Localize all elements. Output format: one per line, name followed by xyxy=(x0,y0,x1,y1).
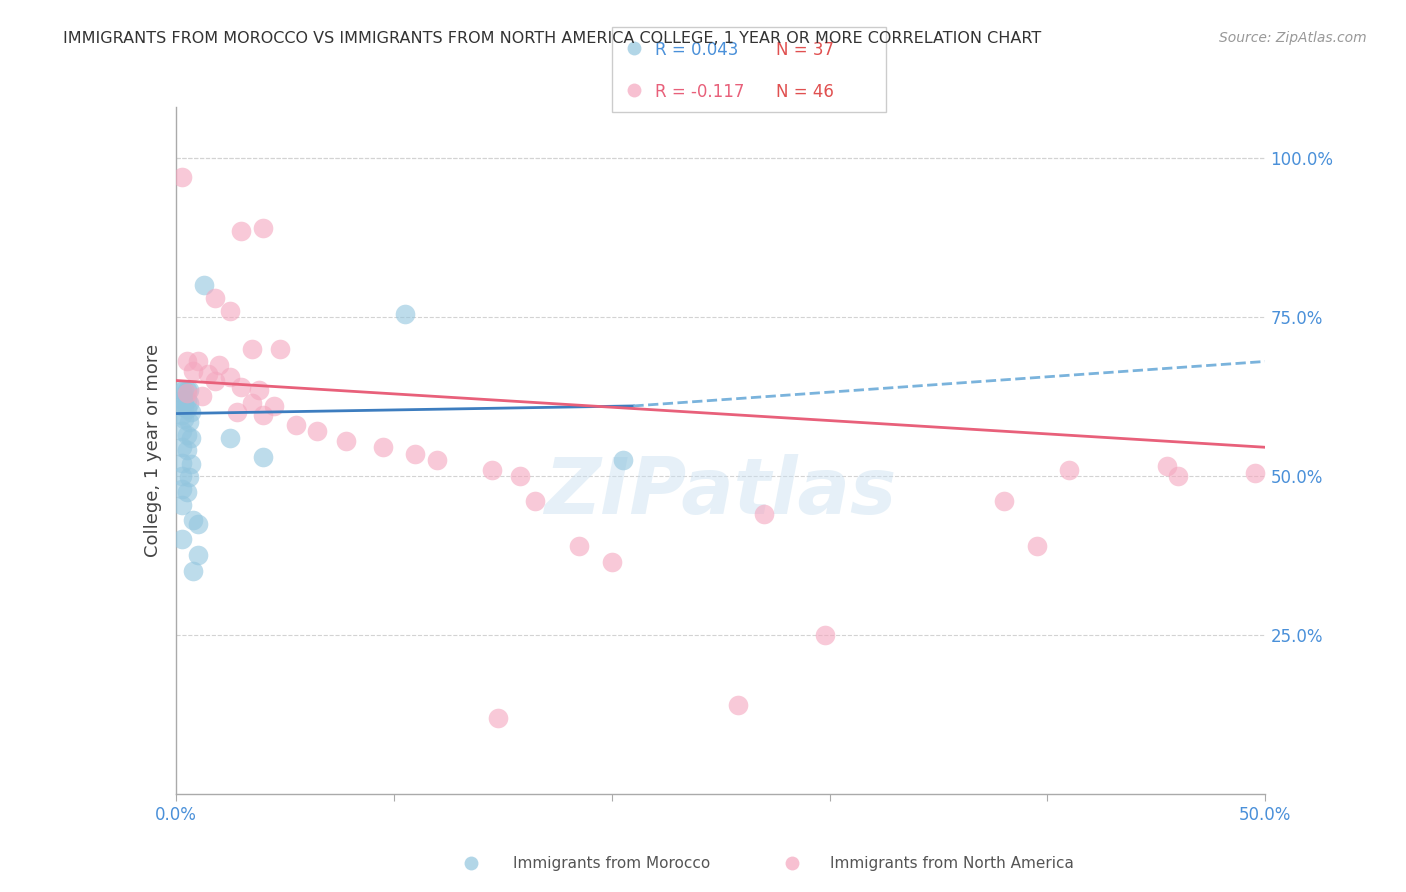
Point xyxy=(252,409,274,423)
Point xyxy=(193,278,215,293)
Point xyxy=(186,354,209,368)
Point xyxy=(176,402,198,417)
Text: N = 37: N = 37 xyxy=(776,41,834,59)
Point xyxy=(623,41,645,55)
Point xyxy=(177,396,200,410)
Point xyxy=(172,440,194,454)
Text: IMMIGRANTS FROM MOROCCO VS IMMIGRANTS FROM NORTH AMERICA COLLEGE, 1 YEAR OR MORE: IMMIGRANTS FROM MOROCCO VS IMMIGRANTS FR… xyxy=(63,31,1042,46)
Point xyxy=(460,855,482,870)
Point xyxy=(172,498,194,512)
Point xyxy=(173,411,195,425)
Point xyxy=(191,389,214,403)
Point xyxy=(754,507,776,521)
Point xyxy=(219,431,242,445)
Point xyxy=(197,367,219,381)
Point xyxy=(176,484,198,499)
Point xyxy=(172,456,194,470)
Point xyxy=(172,469,194,483)
Point xyxy=(176,427,198,442)
Point xyxy=(181,513,204,527)
Point xyxy=(176,386,198,401)
Point xyxy=(225,405,247,419)
Point xyxy=(269,342,291,356)
Text: Immigrants from North America: Immigrants from North America xyxy=(830,856,1073,871)
Point xyxy=(177,470,200,484)
Y-axis label: College, 1 year or more: College, 1 year or more xyxy=(143,344,162,557)
Point xyxy=(177,415,200,429)
Point xyxy=(524,494,547,508)
Point xyxy=(173,401,195,415)
Text: R = 0.043: R = 0.043 xyxy=(655,41,738,59)
Point xyxy=(509,469,531,483)
Point xyxy=(426,453,449,467)
Point xyxy=(993,494,1015,508)
Text: Source: ZipAtlas.com: Source: ZipAtlas.com xyxy=(1219,31,1367,45)
Text: ZIPatlas: ZIPatlas xyxy=(544,454,897,530)
Point xyxy=(1025,539,1047,553)
Point xyxy=(208,358,231,372)
Point xyxy=(1243,466,1265,480)
Point xyxy=(181,564,204,578)
Point xyxy=(181,364,204,378)
Point xyxy=(176,443,198,458)
Point xyxy=(172,169,194,184)
Point xyxy=(176,354,198,368)
Point xyxy=(240,396,263,410)
Point xyxy=(612,453,634,467)
Point xyxy=(247,383,270,397)
Point xyxy=(252,220,274,235)
Point xyxy=(1156,459,1178,474)
Point xyxy=(186,516,209,531)
Text: Immigrants from Morocco: Immigrants from Morocco xyxy=(513,856,710,871)
Point xyxy=(180,458,202,472)
FancyBboxPatch shape xyxy=(612,27,886,112)
Point xyxy=(263,399,285,413)
Point xyxy=(252,450,274,464)
Point xyxy=(219,370,242,384)
Point xyxy=(172,425,194,439)
Point xyxy=(623,83,645,97)
Text: R = -0.117: R = -0.117 xyxy=(655,83,745,101)
Point xyxy=(231,380,253,394)
Point xyxy=(600,555,623,569)
Point xyxy=(814,628,837,642)
Point xyxy=(486,710,509,724)
Point xyxy=(481,462,503,476)
Point xyxy=(284,417,307,432)
Point xyxy=(180,431,202,445)
Point xyxy=(186,549,209,563)
Point xyxy=(180,405,202,419)
Point xyxy=(727,698,749,712)
Point xyxy=(172,392,194,407)
Point xyxy=(335,434,357,448)
Point xyxy=(177,383,200,397)
Point xyxy=(1167,469,1189,483)
Point xyxy=(568,539,591,553)
Point xyxy=(172,383,194,397)
Point xyxy=(176,383,198,397)
Point xyxy=(173,383,195,397)
Point xyxy=(176,392,198,407)
Point xyxy=(204,374,226,388)
Point xyxy=(231,224,253,238)
Point xyxy=(219,303,242,318)
Point xyxy=(173,392,195,407)
Point xyxy=(204,291,226,305)
Point xyxy=(307,425,329,439)
Point xyxy=(172,409,194,423)
Point xyxy=(240,342,263,356)
Point xyxy=(405,447,427,461)
Point xyxy=(1057,462,1080,476)
Point xyxy=(172,399,194,413)
Text: N = 46: N = 46 xyxy=(776,83,834,101)
Point xyxy=(780,855,803,870)
Point xyxy=(394,307,416,321)
Point xyxy=(172,482,194,496)
Point xyxy=(172,533,194,547)
Point xyxy=(371,440,394,454)
